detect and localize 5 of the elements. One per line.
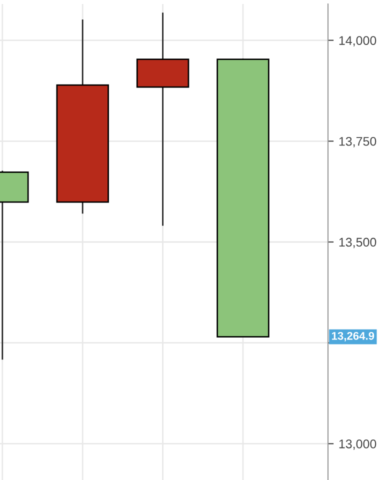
text: 13,264.9 [332, 332, 374, 342]
y-tick-label: 13,500 [339, 238, 376, 248]
y-tick-label: 14,000 [339, 36, 376, 46]
y-tick-label: 13,000 [339, 439, 376, 450]
y-tick-label: 13,750 [339, 136, 376, 148]
